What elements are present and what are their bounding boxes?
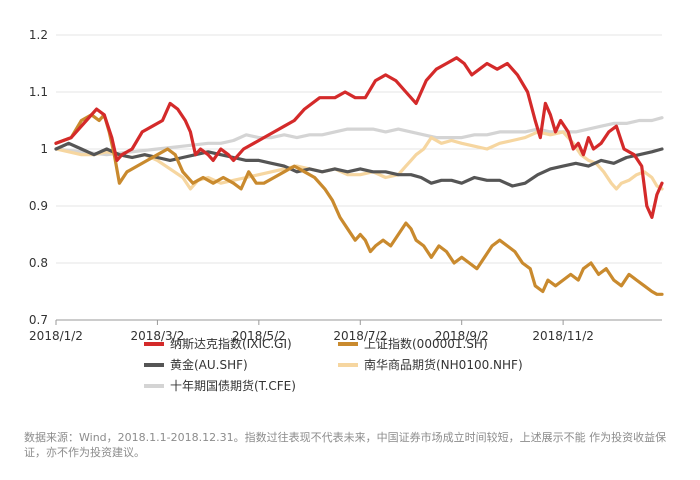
- source-footnote: 数据来源：Wind，2018.1.1-2018.12.31。指数过往表现不代表未…: [24, 431, 667, 459]
- legend-label: 南华商品期货(NH0100.NHF): [364, 357, 523, 372]
- x-tick-label: 2018/7/2: [333, 329, 387, 343]
- series-line-2: [54, 141, 664, 188]
- series-line-0: [54, 56, 664, 219]
- legend-label: 十年期国债期货(T.CFE): [170, 378, 296, 393]
- legend-label: 黄金(AU.SHF): [170, 357, 248, 372]
- x-tick-label: 2018/9/2: [435, 329, 489, 343]
- line-chart: 0.7 0.8 0.9 1 1.1 1.2 2018/1/2 2018/3/2 2018/5/2…: [29, 28, 664, 393]
- series-lines: [54, 56, 664, 296]
- series-line-3: [54, 130, 664, 191]
- legend-label: 纳斯达克指数(IXIC.GI): [170, 336, 292, 351]
- legend: 纳斯达克指数(IXIC.GI) 上证指数(000001.SH) 黄金(AU.SHF)…: [144, 336, 523, 393]
- y-tick-label: 0.8: [29, 256, 48, 270]
- y-tick-label: 1.1: [29, 85, 48, 99]
- y-tick-label: 1: [40, 142, 48, 156]
- series-line-4: [54, 116, 664, 157]
- legend-label: 上证指数(000001.SH): [364, 336, 488, 351]
- series-line-1: [54, 113, 664, 296]
- axes: 0.7 0.8 0.9 1 1.1 1.2 2018/1/2 2018/3/2 2018/5/2…: [29, 28, 662, 343]
- y-tick-label: 0.7: [29, 313, 48, 327]
- y-tick-label: 0.9: [29, 199, 48, 213]
- y-tick-label: 1.2: [29, 28, 48, 42]
- x-tick-label: 2018/5/2: [232, 329, 286, 343]
- x-tick-label: 2018/11/2: [532, 329, 594, 343]
- x-tick-label: 2018/1/2: [29, 329, 83, 343]
- x-tick-label: 2018/3/2: [130, 329, 184, 343]
